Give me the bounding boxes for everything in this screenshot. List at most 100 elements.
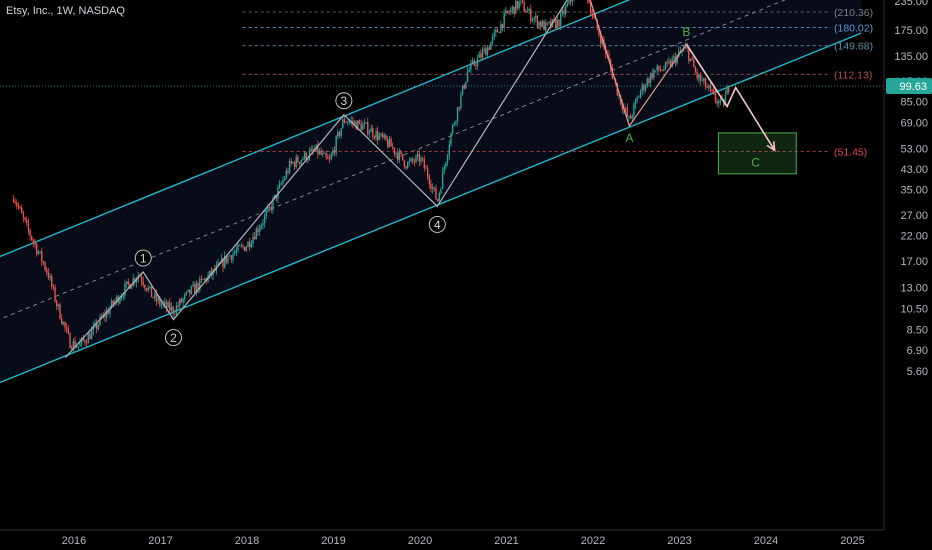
target-zone <box>717 132 797 175</box>
candle-body-247 <box>423 159 426 168</box>
candle-body-135 <box>237 244 239 250</box>
abc-label-a: A <box>625 131 633 145</box>
candle-body-95 <box>170 306 173 311</box>
candle-body-407 <box>689 58 692 62</box>
candle-body-266 <box>455 121 457 124</box>
candle-body-101 <box>180 299 183 303</box>
x-tick-2: 2018 <box>235 535 259 547</box>
candle-body-79 <box>144 284 146 289</box>
candle-body-274 <box>468 69 470 72</box>
candle-body-308 <box>525 11 527 13</box>
wave-path <box>64 0 568 359</box>
chart-title: Etsy, Inc., 1W, NASDAQ <box>6 5 125 17</box>
candle-body-379 <box>643 84 645 91</box>
candle-body-141 <box>247 241 249 248</box>
candle-body-64 <box>119 298 121 304</box>
candle-body-97 <box>174 313 176 315</box>
candle-body-386 <box>654 70 657 72</box>
candle-body-280 <box>478 53 480 58</box>
candle-body-243 <box>416 153 419 157</box>
candle-body-86 <box>155 293 158 301</box>
candle-body-378 <box>641 84 643 91</box>
candle-body-424 <box>718 100 720 104</box>
fib-label-5: (112.13) <box>834 69 872 81</box>
candle-body-9 <box>27 222 30 231</box>
candle-body-23 <box>51 276 53 287</box>
candle-body-307 <box>523 2 525 12</box>
fib-label-3: (180.02) <box>834 22 873 34</box>
candle-body-73 <box>134 278 136 283</box>
candle-body-229 <box>393 147 396 154</box>
candle-body-401 <box>679 50 682 52</box>
candle-body-215 <box>370 128 372 132</box>
candle-body-162 <box>282 180 284 184</box>
candle-body-237 <box>406 162 409 169</box>
candle-body-179 <box>310 148 312 152</box>
candle-body-332 <box>565 6 567 15</box>
candle-body-287 <box>490 42 492 50</box>
candle-body-383 <box>649 73 652 84</box>
candle-body-149 <box>260 225 263 229</box>
candle-body-377 <box>639 90 642 97</box>
candle-body-170 <box>295 156 297 167</box>
candle-body-71 <box>130 286 133 289</box>
x-tick-0: 2016 <box>62 535 86 547</box>
candle-body-43 <box>84 340 86 343</box>
wave-marker-1 <box>134 249 152 267</box>
candle-body-176 <box>305 152 307 161</box>
candle-body-39 <box>77 346 80 347</box>
candle-body-160 <box>278 183 281 188</box>
candle-body-150 <box>262 223 264 226</box>
candle-body-171 <box>297 156 299 163</box>
candle-body-183 <box>317 144 319 155</box>
candle-body-217 <box>373 136 376 139</box>
candle-body-55 <box>104 314 106 318</box>
candle-body-285 <box>486 47 489 56</box>
candle-body-147 <box>257 228 259 232</box>
candle-body-399 <box>676 54 678 64</box>
candle-body-40 <box>79 342 81 347</box>
candle-body-255 <box>436 199 439 201</box>
candle-body-358 <box>608 54 610 61</box>
candle-body-228 <box>392 146 394 148</box>
candle-body-114 <box>202 279 204 281</box>
candle-body-329 <box>560 12 562 26</box>
candle-body-175 <box>303 152 306 159</box>
candle-body-413 <box>699 74 702 81</box>
candle-body-282 <box>481 50 484 58</box>
candle-body-21 <box>47 272 50 278</box>
candle-body-315 <box>536 15 539 27</box>
candle-body-408 <box>691 58 693 60</box>
candle-body-167 <box>290 161 292 163</box>
candle-body-292 <box>498 32 500 33</box>
candle-body-48 <box>92 325 94 331</box>
candle-body-59 <box>110 300 113 309</box>
candle-body-289 <box>493 32 495 37</box>
candle-body-198 <box>342 119 344 129</box>
candle-body-113 <box>200 278 203 280</box>
time-axis-bg <box>0 530 932 550</box>
candle-body-323 <box>550 21 552 27</box>
candle-body-422 <box>714 93 717 102</box>
candle-body-233 <box>400 151 402 154</box>
candle-body-275 <box>470 62 472 70</box>
y-tick-4: 175.00 <box>894 25 928 37</box>
candle-body-270 <box>461 85 464 95</box>
candle-body-204 <box>352 120 354 124</box>
candle-body-214 <box>368 131 371 134</box>
candle-body-22 <box>49 276 51 278</box>
candle-body-134 <box>235 249 238 253</box>
last-price-badge <box>886 77 932 94</box>
candle-body-51 <box>97 324 99 329</box>
candle-body-36 <box>72 340 75 349</box>
candle-body-143 <box>250 243 253 247</box>
candle-body-157 <box>273 194 276 199</box>
candle-body-296 <box>505 10 507 14</box>
candle-body-313 <box>533 18 535 20</box>
candle-body-91 <box>164 301 166 304</box>
candle-body-161 <box>280 183 282 185</box>
candle-body-99 <box>177 305 179 307</box>
candle-body-373 <box>633 104 635 117</box>
candle-body-316 <box>538 21 540 27</box>
